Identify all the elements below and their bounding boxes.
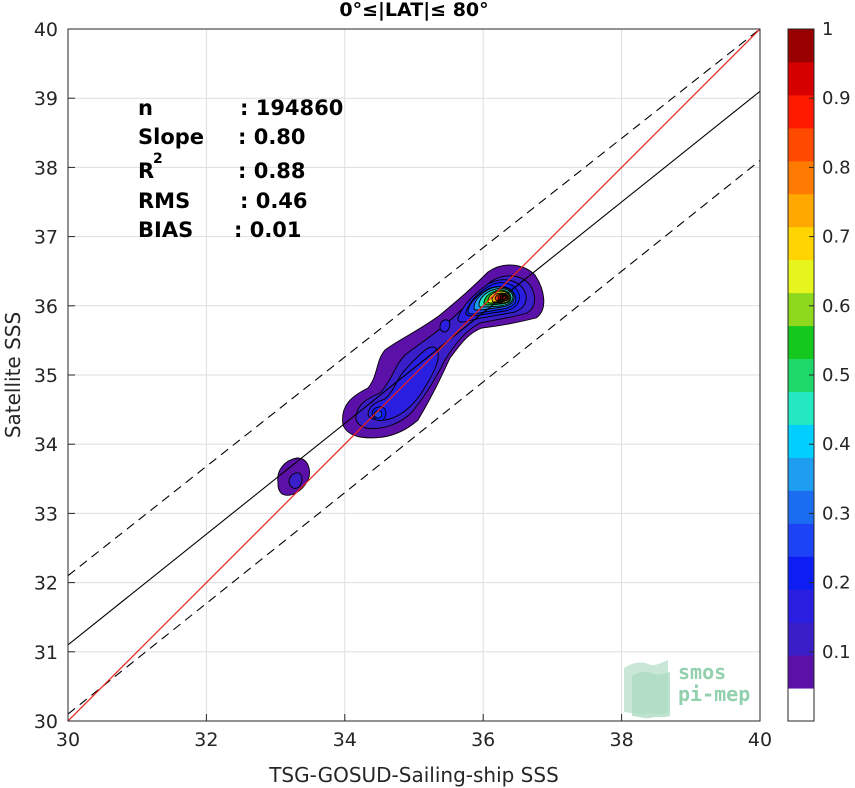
logo-wave-icon-2 [632,671,670,719]
colorbar-tick-label: 0.6 [822,296,851,317]
y-axis-label: Satellite SSS [1,312,25,438]
colorbar-segment [788,292,814,327]
colorbar-segment [788,655,814,689]
colorbar-tick-label: 0.5 [822,365,851,386]
colorbar-segment [788,94,814,129]
stat-n-label: n [138,96,153,120]
x-axis-label: TSG-GOSUD-Sailing-ship SSS [268,763,559,787]
upper-bound-line [68,29,760,577]
lower-bound-line [68,160,760,715]
stat-rms-label: RMS [138,189,190,213]
stat-bias-label: BIAS [138,218,193,242]
contour-level-3c [439,319,451,333]
reference-lines [68,29,760,721]
stat-r2-sup: 2 [153,151,163,167]
colorbar-segment [788,127,814,162]
y-tick-label: 34 [34,434,58,456]
logo-line-2: pi-mep [678,682,750,706]
stat-rms-value: : 0.46 [240,189,308,213]
stat-bias-value: : 0.01 [234,218,302,242]
stat-r2-label: R [138,159,154,183]
colorbar-tick-label: 0.2 [822,573,851,594]
colorbar-segment [788,688,814,722]
identity-line [68,29,760,721]
contour-level-2-island [288,472,303,489]
colorbar [788,29,814,722]
colorbar-ticks: 0.1 0.2 0.3 0.4 0.5 0.6 0.7 0.8 0.9 1 [809,19,851,663]
y-tick-label: 40 [34,19,58,41]
colorbar-segment [788,391,814,425]
colorbar-segment [788,556,814,590]
logo-line-1: smos [678,660,726,684]
y-tick-label: 30 [34,711,58,733]
stats-block: n : 194860 Slope : 0.80 R 2 : 0.88 RMS :… [138,96,343,242]
stat-r2-value: : 0.88 [238,159,306,183]
colorbar-segment [788,193,814,228]
colorbar-segment [788,226,814,261]
density-contours [277,264,545,496]
stat-slope-label: Slope [138,125,204,149]
y-tick-label: 38 [34,157,58,179]
y-tick-label: 33 [34,503,58,525]
colorbar-tick-label: 1 [822,19,833,40]
x-tick-label: 36 [471,729,495,751]
x-tick-label: 30 [56,729,80,751]
y-tick-label: 32 [34,573,58,595]
colorbar-tick-label: 0.8 [822,157,851,178]
colorbar-tick-label: 0.7 [822,227,851,248]
x-tick-label: 34 [333,729,357,751]
x-tick-label: 40 [748,729,772,751]
chart-title: 0°≤|LAT|≤ 80° [339,0,488,21]
y-axis-ticks: 30 31 32 33 34 35 36 37 38 39 40 [34,19,75,733]
colorbar-segment [788,523,814,557]
y-tick-label: 35 [34,365,58,387]
y-tick-label: 39 [34,88,58,110]
colorbar-segment [788,490,814,524]
smos-pi-mep-logo: smos pi-mep [624,660,750,719]
x-tick-label: 38 [610,729,634,751]
colorbar-tick-label: 0.1 [822,642,851,663]
stat-n-value: : 194860 [240,96,343,120]
x-axis-ticks: 30 32 34 36 38 40 [56,714,772,751]
colorbar-segment [788,61,814,96]
colorbar-segment [788,259,814,294]
colorbar-tick-label: 0.9 [822,88,851,109]
colorbar-segment [788,29,814,63]
stat-slope-value: : 0.80 [238,125,306,149]
x-tick-label: 32 [194,729,218,751]
fit-line [68,90,760,646]
colorbar-tick-label: 0.4 [822,434,851,455]
y-tick-label: 31 [34,642,58,664]
grid [67,28,761,722]
colorbar-tick-label: 0.3 [822,503,851,524]
colorbar-segment [788,160,814,195]
colorbar-segment [788,622,814,656]
colorbar-segment [788,424,814,458]
contour-level-3 [367,346,439,421]
colorbar-segment [788,589,814,623]
colorbar-segment [788,325,814,360]
colorbar-segment [788,457,814,491]
y-tick-label: 36 [34,296,58,318]
y-tick-label: 37 [34,227,58,249]
